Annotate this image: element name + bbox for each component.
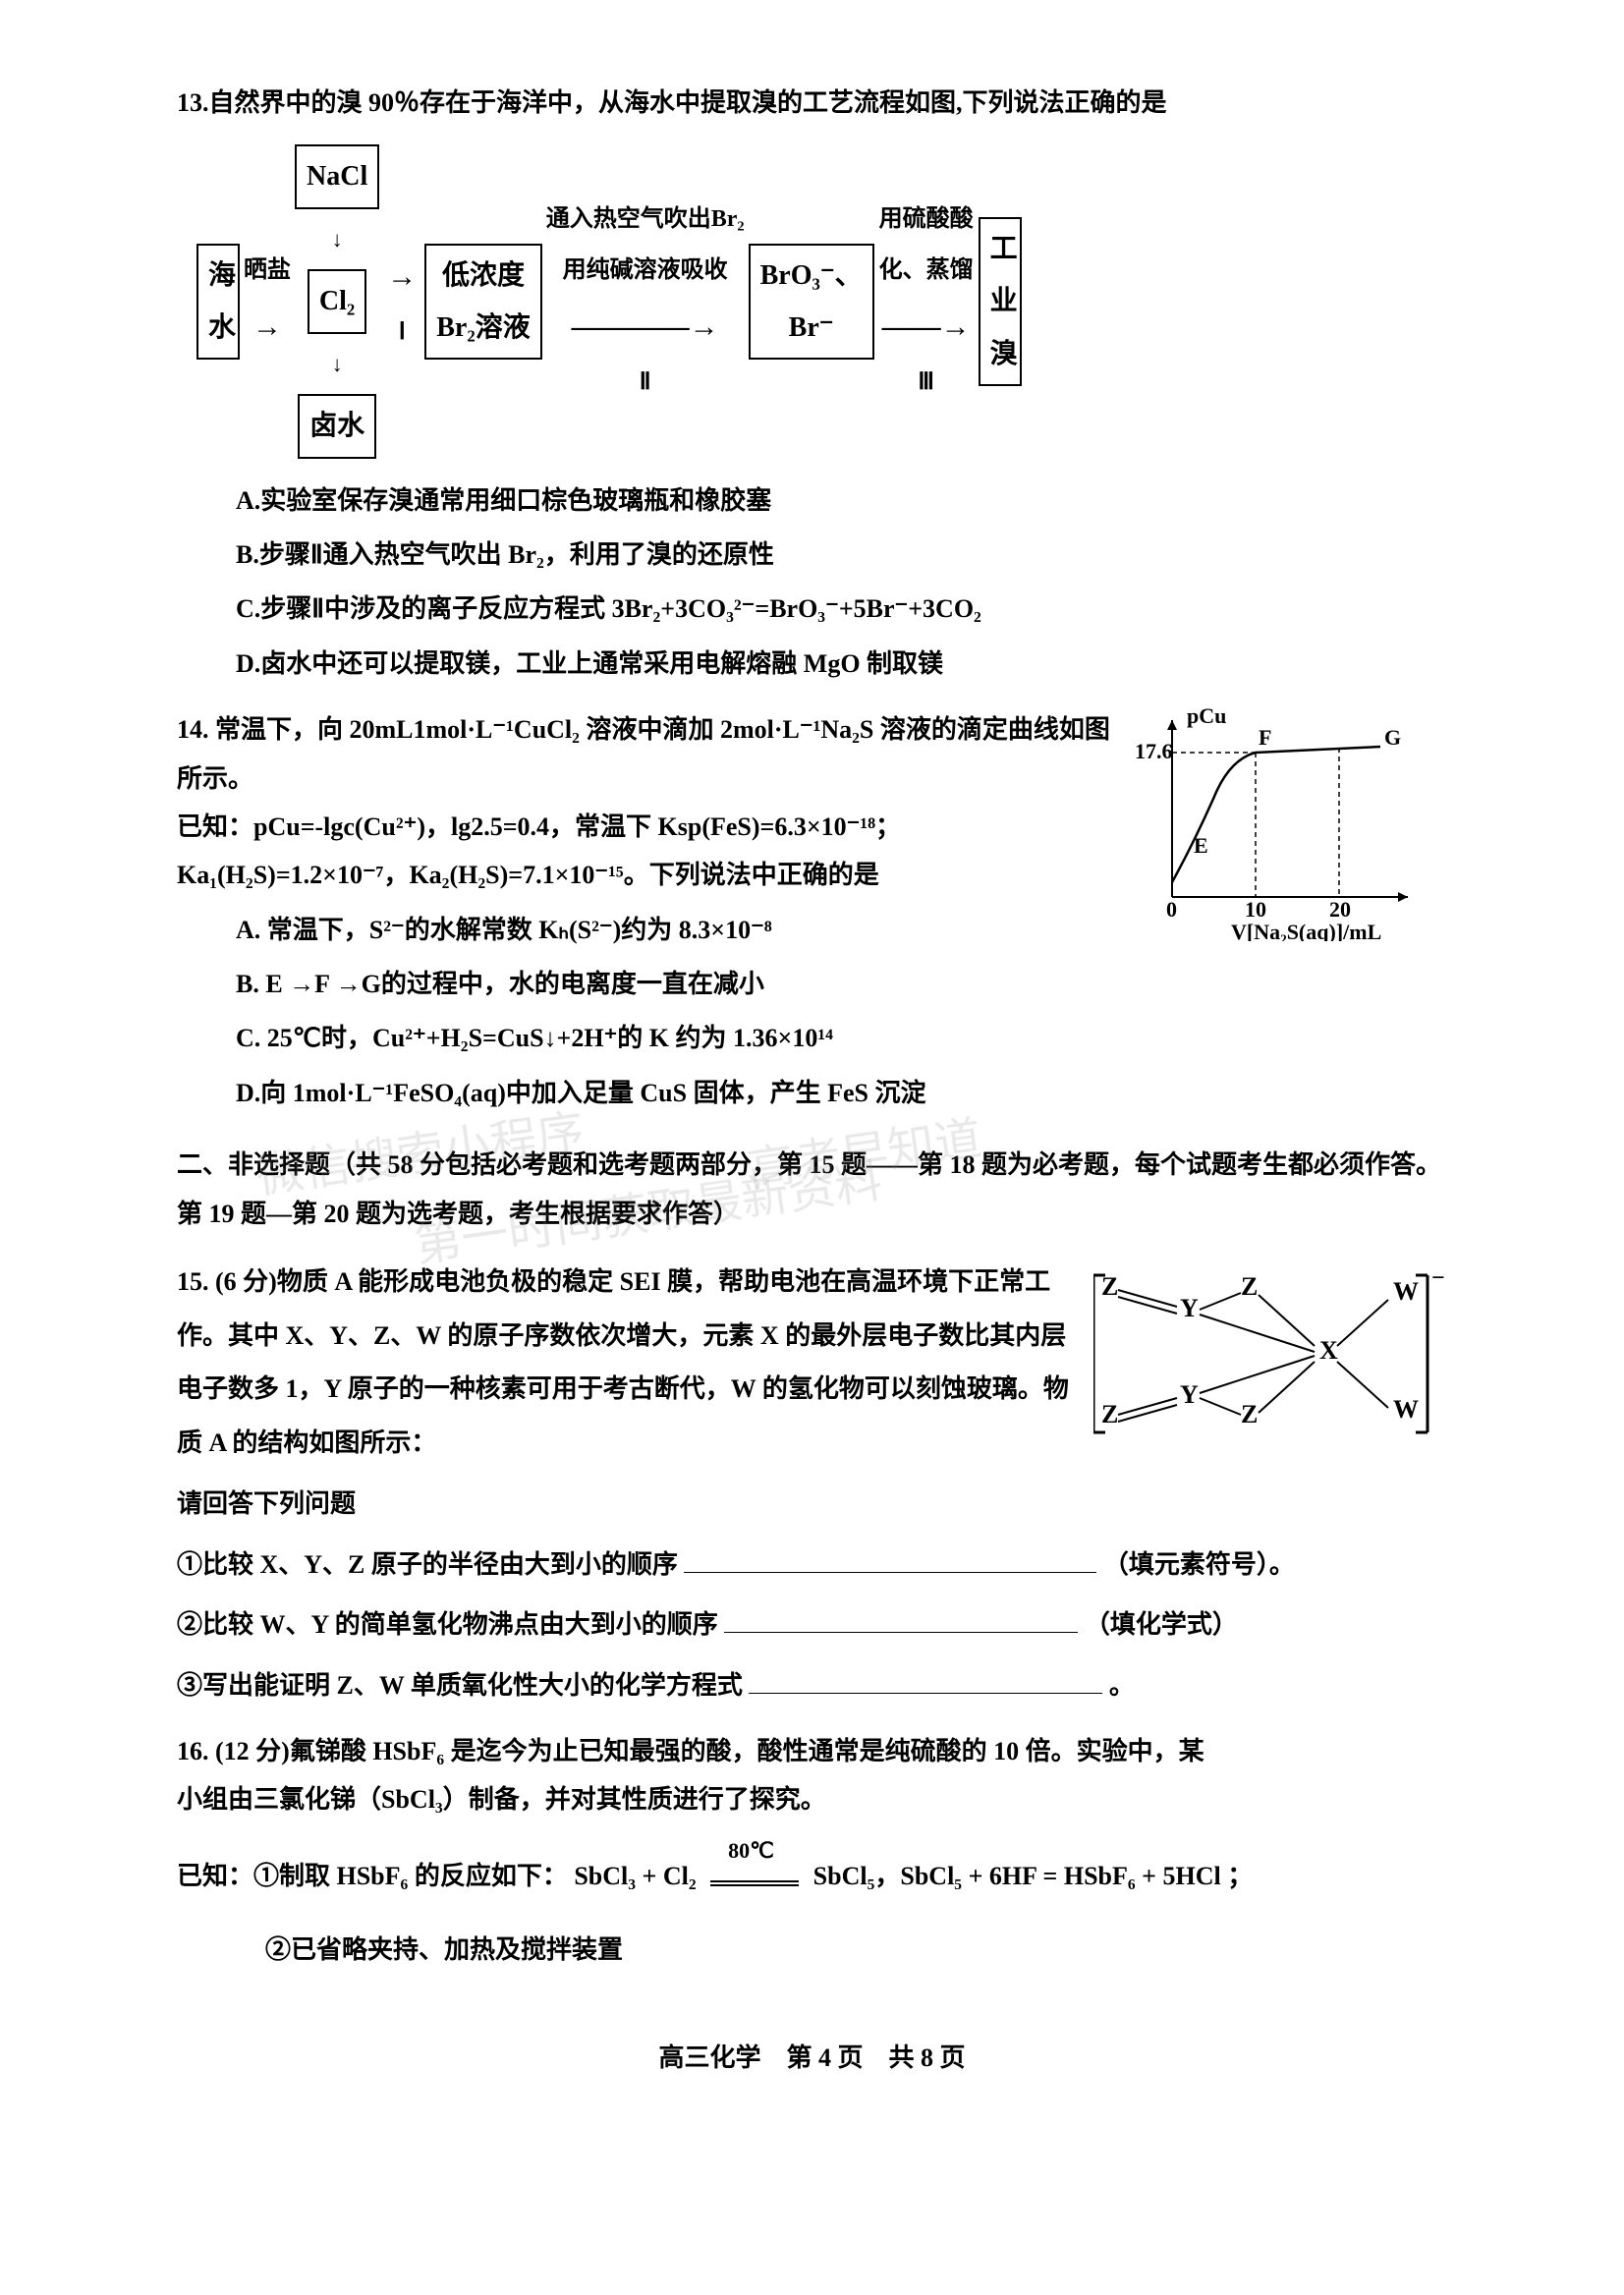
flow-cl2: Cl₂ xyxy=(308,269,366,333)
svg-text:G: G xyxy=(1384,725,1401,750)
q16-eq2: SbCl₅，SbCl₅ + 6HF = HSbF₆ + 5HCl ； xyxy=(813,1862,1254,1890)
q15-sub2-a: ②比较 W、Y 的简单氢化物沸点由大到小的顺序 xyxy=(177,1610,718,1639)
arrow-icon: ——→ xyxy=(878,299,975,355)
q16-known: 已知：①制取 HSbF₆ 的反应如下： SbCl₃ + Cl₂ 80℃ SbCl… xyxy=(177,1852,1447,1903)
q16-known2: ②已省略夹持、加热及搅拌装置 xyxy=(177,1926,1447,1974)
fill-blank[interactable] xyxy=(749,1668,1102,1694)
q13-flowchart: 海水 晒盐 → NaCl ↓ Cl₂ ↓ 卤水 → Ⅰ 低浓度 Br₂溶液 通入… xyxy=(196,144,1447,458)
section2-heading: 二、非选择题（共 58 分包括必考题和选考题两部分，第 15 题——第 18 题… xyxy=(177,1141,1447,1238)
question-14: pCu 17.6 E F G 0 10 20 V[Na₂S(aq)]/mL 14… xyxy=(177,705,1447,1123)
page-footer: 高三化学 第 4 页 共 8 页 xyxy=(177,2034,1447,2082)
flow-lowbr: 低浓度 Br₂溶液 xyxy=(424,244,542,360)
svg-text:X: X xyxy=(1319,1336,1338,1365)
q15-sub2: ②比较 W、Y 的简单氢化物沸点由大到小的顺序 （填化学式） xyxy=(177,1600,1447,1649)
flow-stage3: Ⅲ xyxy=(918,361,934,406)
flow-brine: 卤水 xyxy=(298,394,376,458)
svg-text:Y: Y xyxy=(1180,1380,1199,1409)
flow-step2-top: 通入热空气吹出Br₂ xyxy=(546,197,745,243)
q13-option-b: B.步骤Ⅱ通入热空气吹出 Br₂，利用了溴的还原性 xyxy=(236,531,1447,579)
flow-stage1: Ⅰ xyxy=(399,310,406,356)
down-arrow-icon: ↓ xyxy=(332,219,343,260)
svg-text:Z: Z xyxy=(1241,1272,1258,1301)
q16-eqcond: 80℃ xyxy=(728,1830,774,1872)
arrow-icon: → xyxy=(383,249,420,305)
arrow-icon: → xyxy=(249,299,286,355)
equilibrium-arrow-icon xyxy=(710,1880,799,1886)
fill-blank[interactable] xyxy=(724,1607,1078,1633)
question-15: Z Z Y Y Z Z X W W − xyxy=(177,1256,1447,1709)
svg-text:F: F xyxy=(1259,725,1271,750)
flow-sunsalt: 晒盐 xyxy=(244,249,291,294)
svg-text:Z: Z xyxy=(1101,1400,1118,1428)
q13-option-d: D.卤水中还可以提取镁，工业上通常采用电解熔融 MgO 制取镁 xyxy=(236,640,1447,688)
q15-sub1-a: ①比较 X、Y、Z 原子的半径由大到小的顺序 xyxy=(177,1550,678,1579)
q15-molecule: Z Z Y Y Z Z X W W − xyxy=(1093,1256,1447,1468)
question-16: 16. (12 分)氟锑酸 HSbF₆ 是迄今为止已知最强的酸，酸性通常是纯硫酸… xyxy=(177,1727,1447,1975)
svg-text:E: E xyxy=(1194,833,1208,858)
svg-text:20: 20 xyxy=(1329,897,1351,922)
flow-seawater: 海水 xyxy=(196,244,240,360)
svg-text:Z: Z xyxy=(1241,1400,1258,1428)
flow-bro3-box: BrO₃⁻、 Br⁻ xyxy=(749,244,874,360)
q14-option-b: B. E →F →G的过程中，水的电离度一直在减小 xyxy=(236,960,1447,1008)
arrow-icon: ————→ xyxy=(568,299,723,355)
q16-eq1: SbCl₃ + Cl₂ xyxy=(574,1862,696,1890)
flow-step3-bot: 化、蒸馏 xyxy=(879,249,974,294)
flow-industrial: 工业溴 xyxy=(979,217,1022,386)
q14-option-c: C. 25℃时，Cu²⁺+H₂S=CuS↓+2H⁺的 K 约为 1.36×10¹… xyxy=(236,1014,1447,1062)
flow-nacl: NaCl xyxy=(295,144,379,208)
flow-step3-top: 用硫酸酸 xyxy=(879,197,974,243)
svg-text:17.6: 17.6 xyxy=(1135,739,1173,763)
q13-option-c: C.步骤Ⅱ中涉及的离子反应方程式 3Br₂+3CO₃²⁻=BrO₃⁻+5Br⁻+… xyxy=(236,585,1447,633)
q13-stem: 13.自然界中的溴 90％存在于海洋中，从海水中提取溴的工艺流程如图,下列说法正… xyxy=(177,79,1447,127)
question-13: 13.自然界中的溴 90％存在于海洋中，从海水中提取溴的工艺流程如图,下列说法正… xyxy=(177,79,1447,688)
q15-sub3-b: 。 xyxy=(1109,1671,1135,1700)
svg-text:Y: Y xyxy=(1180,1294,1199,1322)
down-arrow-icon: ↓ xyxy=(332,344,343,385)
q16-known-label: 已知：①制取 HSbF₆ 的反应如下： xyxy=(177,1862,568,1890)
svg-text:W: W xyxy=(1393,1277,1419,1306)
q14-option-d: D.向 1mol·L⁻¹FeSO₄(aq)中加入足量 CuS 固体，产生 FeS… xyxy=(236,1069,1447,1117)
svg-text:−: − xyxy=(1431,1265,1445,1291)
flow-bro3: BrO₃⁻、 xyxy=(760,250,863,302)
svg-text:V[Na₂S(aq)]/mL: V[Na₂S(aq)]/mL xyxy=(1231,920,1381,941)
svg-text:pCu: pCu xyxy=(1187,705,1226,728)
flow-step2-bot: 用纯碱溶液吸收 xyxy=(563,249,728,294)
svg-text:W: W xyxy=(1393,1395,1419,1424)
q13-option-a: A.实验室保存溴通常用细口棕色玻璃瓶和橡胶塞 xyxy=(236,476,1447,525)
q15-sub3: ③写出能证明 Z、W 单质氧化性大小的化学方程式 。 xyxy=(177,1661,1447,1709)
q16-line1: 16. (12 分)氟锑酸 HSbF₆ 是迄今为止已知最强的酸，酸性通常是纯硫酸… xyxy=(177,1727,1447,1775)
q15-sub2-b: （填化学式） xyxy=(1085,1610,1238,1639)
flow-br: Br⁻ xyxy=(760,302,863,354)
q16-line2: 小组由三氯化锑（SbCl₃）制备，并对其性质进行了探究。 xyxy=(177,1775,1447,1823)
svg-text:0: 0 xyxy=(1166,897,1177,922)
flow-stage2: Ⅱ xyxy=(640,361,651,406)
q15-prompt: 请回答下列问题 xyxy=(177,1480,1447,1528)
q15-sub1-b: （填元素符号）。 xyxy=(1103,1550,1295,1579)
q14-chart: pCu 17.6 E F G 0 10 20 V[Na₂S(aq)]/mL xyxy=(1133,705,1447,957)
fill-blank[interactable] xyxy=(684,1547,1096,1573)
q15-sub3-a: ③写出能证明 Z、W 单质氧化性大小的化学方程式 xyxy=(177,1671,743,1700)
q15-sub1: ①比较 X、Y、Z 原子的半径由大到小的顺序 （填元素符号）。 xyxy=(177,1540,1447,1589)
svg-text:10: 10 xyxy=(1245,897,1266,922)
